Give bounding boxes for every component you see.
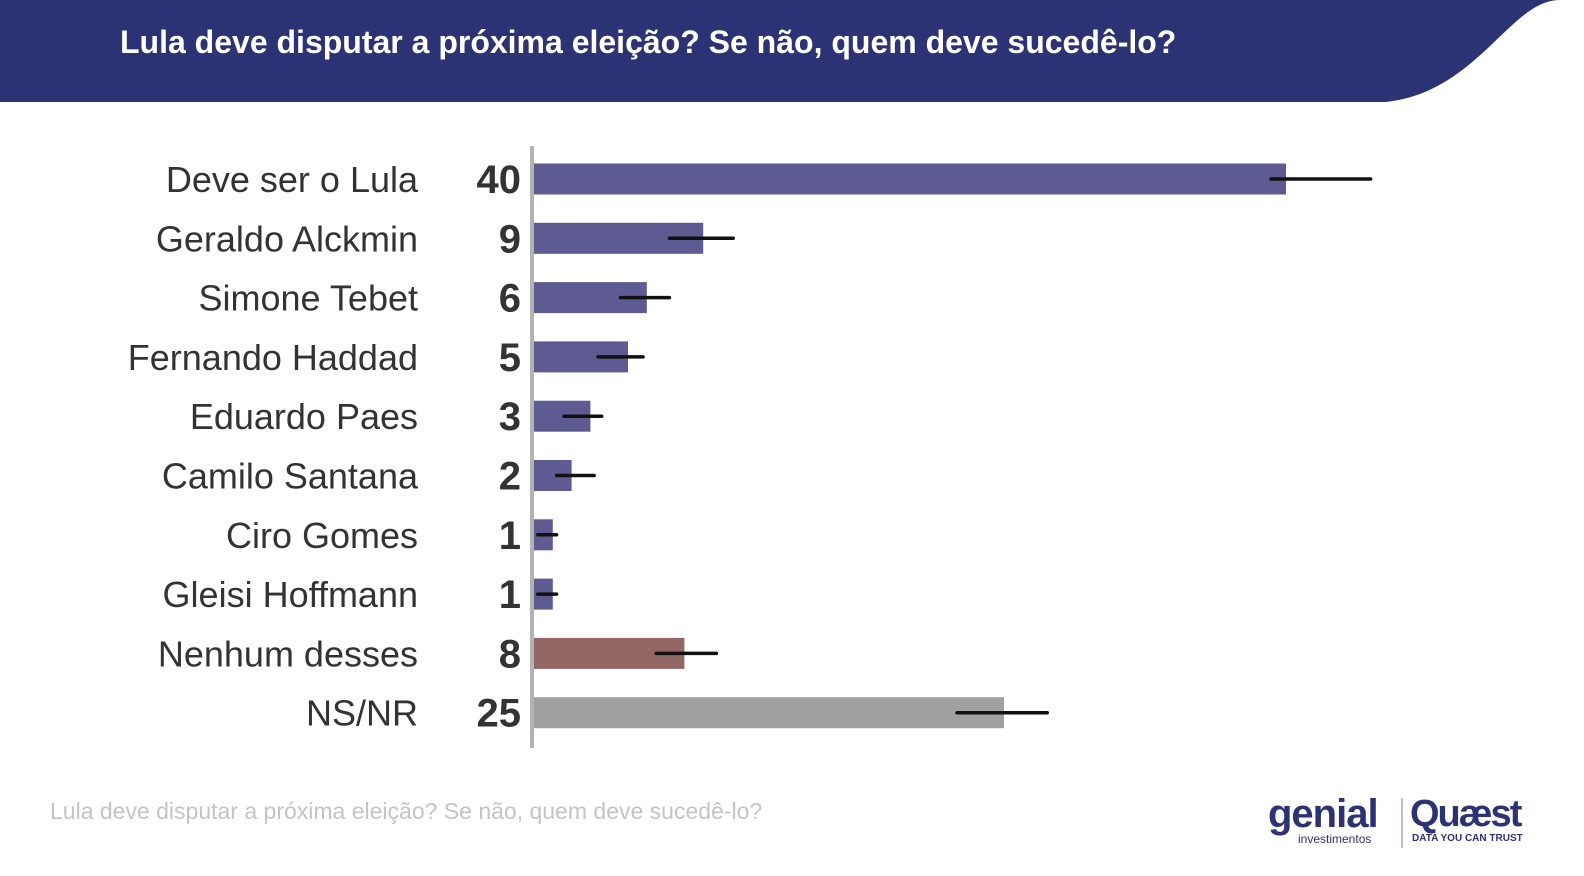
header-band xyxy=(0,0,1560,102)
value-label: 2 xyxy=(499,455,521,499)
bar-chart: Deve ser o Lula 40 Geraldo Alckmin 9 Simone … xyxy=(128,146,1373,748)
category-label: Simone Tebet xyxy=(199,278,418,319)
footer-caption: Lula deve disputar a próxima eleição? Se… xyxy=(50,798,763,824)
category-label: Geraldo Alckmin xyxy=(156,218,418,259)
value-label: 6 xyxy=(499,277,521,321)
quaest-logo-name: Quæst xyxy=(1410,793,1522,835)
bar xyxy=(534,697,1004,729)
category-label: Ciro Gomes xyxy=(226,515,418,556)
quaest-logo: Quæst DATA YOU CAN TRUST xyxy=(1410,792,1534,854)
value-label: 40 xyxy=(477,158,522,202)
genial-logo-name: genial xyxy=(1268,792,1379,836)
category-label: NS/NR xyxy=(306,693,418,734)
value-label: 9 xyxy=(499,217,521,261)
category-label: Gleisi Hoffmann xyxy=(163,574,418,615)
value-label: 8 xyxy=(499,632,521,676)
value-label: 25 xyxy=(477,692,522,736)
value-label: 3 xyxy=(499,395,521,439)
genial-logo: genial investimentos xyxy=(1268,792,1394,854)
quaest-logo-tagline: DATA YOU CAN TRUST xyxy=(1412,833,1523,844)
value-label: 1 xyxy=(499,514,521,558)
bar xyxy=(534,163,1286,195)
category-label: Fernando Haddad xyxy=(128,337,418,378)
category-label: Eduardo Paes xyxy=(190,396,418,437)
header-band-shape xyxy=(0,0,1560,102)
bars-layer: Deve ser o Lula 40 Geraldo Alckmin 9 Simone … xyxy=(128,158,1373,736)
logo-divider xyxy=(1401,798,1403,848)
category-label: Nenhum desses xyxy=(158,633,418,674)
genial-logo-tagline: investimentos xyxy=(1298,832,1372,846)
category-label: Deve ser o Lula xyxy=(166,159,419,200)
value-label: 5 xyxy=(499,336,521,380)
category-label: Camilo Santana xyxy=(162,456,419,497)
value-label: 1 xyxy=(499,573,521,617)
page-title: Lula deve disputar a próxima eleição? Se… xyxy=(120,24,1177,60)
